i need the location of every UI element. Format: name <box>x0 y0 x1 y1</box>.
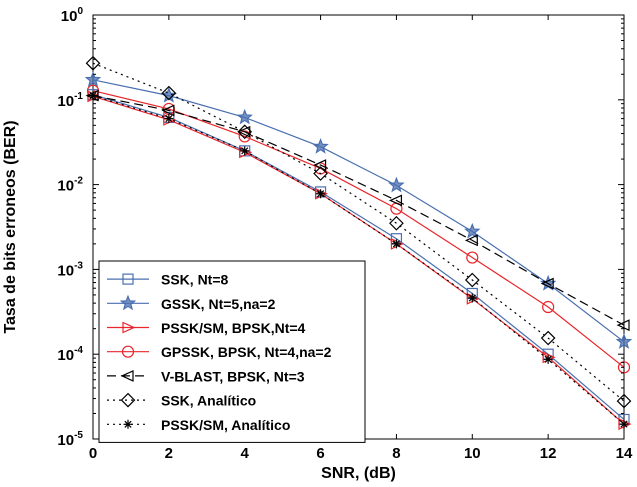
data-point <box>388 194 403 207</box>
data-point <box>88 91 98 101</box>
data-point <box>84 71 102 87</box>
legend-entry: V-BLAST, BPSK, Nt=3 <box>107 368 305 384</box>
data-point <box>464 222 481 239</box>
data-point <box>616 319 630 332</box>
data-point <box>616 393 632 409</box>
legend-marker <box>121 345 135 358</box>
legend-entry: SSK, Analítico <box>107 393 256 409</box>
data-point <box>237 125 251 138</box>
x-tick-label: 10 <box>464 445 481 462</box>
series-line <box>92 95 625 326</box>
data-point <box>543 354 553 364</box>
y-tick-label: 10-2 <box>57 176 83 195</box>
series-line <box>92 94 625 420</box>
legend-entry: GSSK, Nt=5,na=2 <box>107 294 276 312</box>
legend-label: GSSK, Nt=5,na=2 <box>161 296 276 312</box>
y-tick-label: 10-4 <box>57 345 83 364</box>
x-axis-label: SNR, (dB) <box>321 465 396 482</box>
x-tick-label: 4 <box>241 445 250 462</box>
data-point <box>161 104 175 117</box>
legend-entry: SSK, Nt=8 <box>107 272 229 288</box>
data-point <box>237 124 253 140</box>
data-point <box>389 215 404 231</box>
y-tick-label: 10-5 <box>57 430 83 449</box>
data-point <box>467 293 477 303</box>
legend-marker <box>123 419 133 429</box>
x-tick-label: 8 <box>392 445 400 462</box>
data-point <box>240 146 250 156</box>
series-5 <box>85 55 632 409</box>
series-6 <box>88 91 629 429</box>
legend-marker <box>122 273 134 285</box>
data-point <box>388 176 405 193</box>
x-tick-label: 6 <box>316 445 324 462</box>
y-tick-label: 100 <box>61 6 84 25</box>
x-tick-label: 2 <box>165 445 173 462</box>
data-point <box>619 419 629 429</box>
data-point <box>466 251 479 264</box>
legend-label: V-BLAST, BPSK, Nt=3 <box>161 368 305 384</box>
y-tick-label: 10-3 <box>57 260 83 279</box>
data-point <box>615 333 633 349</box>
x-tick-label: 14 <box>616 445 633 462</box>
data-point <box>464 234 478 247</box>
legend-entry: PSSK/SM, Analítico <box>107 417 290 433</box>
legend-label: PSSK/SM, BPSK,Nt=4 <box>161 320 306 336</box>
series-line <box>92 79 625 343</box>
data-point <box>85 55 101 71</box>
data-point <box>540 330 556 346</box>
x-tick-label: 0 <box>89 445 97 462</box>
y-axis-label: Tasa de bits erroneos (BER) <box>2 120 19 333</box>
legend-marker <box>119 294 137 311</box>
data-point <box>313 166 328 181</box>
legend-entry: PSSK/SM, BPSK,Nt=4 <box>107 320 306 336</box>
legend-entry: GPSSK, BPSK, Nt=4,na=2 <box>107 344 332 360</box>
data-point <box>161 85 177 101</box>
data-point <box>160 86 178 103</box>
y-tick-label: 10-1 <box>57 91 83 110</box>
legend-label: SSK, Analítico <box>161 393 256 409</box>
legend-label: GPSSK, BPSK, Nt=4,na=2 <box>161 344 332 360</box>
series-line <box>92 95 625 425</box>
legend-marker <box>120 392 136 408</box>
data-point <box>542 300 555 314</box>
data-point <box>540 277 554 290</box>
legend-label: SSK, Nt=8 <box>161 272 229 288</box>
legend-label: PSSK/SM, Analítico <box>161 417 290 433</box>
data-point <box>312 138 329 154</box>
data-point <box>236 108 253 125</box>
data-point <box>391 239 401 249</box>
x-tick-label: 12 <box>540 445 557 462</box>
legend-marker <box>122 321 136 334</box>
data-point <box>164 114 174 124</box>
legend-marker <box>120 369 134 382</box>
data-point <box>316 189 326 199</box>
data-point <box>464 272 480 288</box>
